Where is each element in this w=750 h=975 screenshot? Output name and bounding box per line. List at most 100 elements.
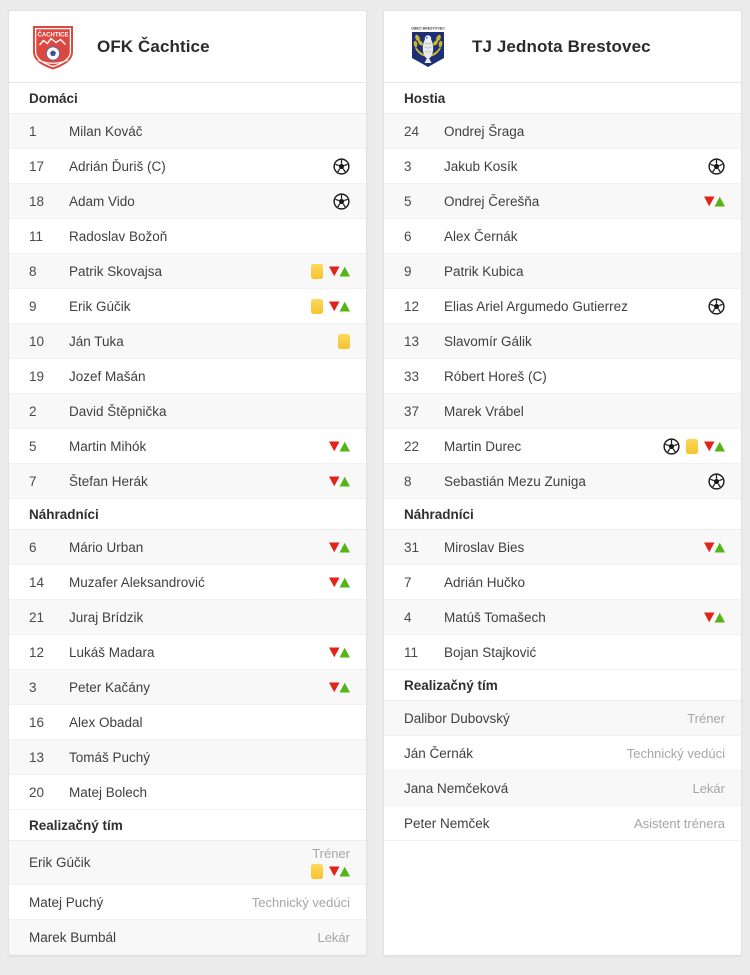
player-row[interactable]: 11 Bojan Stajković [384,635,741,670]
staff-role-block: Technický vedúci [252,895,350,910]
player-row[interactable]: 21 Juraj Brídzik [9,600,366,635]
away-subs-list: 31 Miroslav Bies 7 Adrián Hučko 4 Matúš … [384,530,741,670]
player-icons [708,297,725,315]
goal-ball-icon [333,192,350,210]
team-name-home: OFK Čachtice [97,36,210,56]
player-row[interactable]: 13 Tomáš Puchý [9,740,366,775]
staff-row[interactable]: Marek Bumbál Lekár [9,920,366,955]
player-row[interactable]: 3 Jakub Kosík [384,149,741,184]
player-row[interactable]: 6 Mário Urban [9,530,366,565]
player-row[interactable]: 8 Patrik Skovajsa [9,254,366,289]
staff-row[interactable]: Jana Nemčeková Lekár [384,771,741,806]
section-title-home-staff: Realizačný tím [9,810,366,841]
player-row[interactable]: 2 David Štěpnička [9,394,366,429]
player-row[interactable]: 8 Sebastián Mezu Zuniga [384,464,741,499]
staff-row[interactable]: Dalibor Dubovský Tréner [384,701,741,736]
svg-text:OBEC BRESTOVEC: OBEC BRESTOVEC [411,26,445,30]
player-row[interactable]: 10 Ján Tuka [9,324,366,359]
player-number: 37 [404,403,420,419]
player-icons [663,437,725,455]
player-row[interactable]: 37 Marek Vrábel [384,394,741,429]
player-row[interactable]: 7 Adrián Hučko [384,565,741,600]
player-name: Tomáš Puchý [69,749,151,765]
player-icons [704,196,725,207]
player-number: 7 [404,574,412,590]
staff-role: Technický vedúci [251,894,350,910]
yellow-card-icon [311,298,323,314]
player-row[interactable]: 7 Štefan Herák [9,464,366,499]
goal-ball-icon [708,157,725,175]
substitution-icon [329,577,350,588]
player-row[interactable]: 31 Miroslav Bies [384,530,741,565]
player-number: 8 [404,473,412,489]
substitution-icon [704,542,725,553]
player-name: Sebastián Mezu Zuniga [444,473,586,489]
team-header-home[interactable]: ČACHTICE OFK Čachtice [9,11,366,83]
player-row[interactable]: 12 Lukáš Madara [9,635,366,670]
player-row[interactable]: 22 Martin Durec [384,429,741,464]
player-row[interactable]: 24 Ondrej Šraga [384,114,741,149]
player-icons [338,333,350,349]
staff-name: Marek Bumbál [29,929,117,945]
player-number: 33 [404,368,420,384]
player-number: 12 [29,644,45,660]
player-row[interactable]: 6 Alex Černák [384,219,741,254]
player-icons [704,542,725,553]
player-row[interactable]: 12 Elias Ariel Argumedo Gutierrez [384,289,741,324]
staff-role-block: Lekár [692,781,725,796]
player-number: 5 [29,438,37,454]
player-row[interactable]: 18 Adam Vido [9,184,366,219]
staff-icons [311,864,350,879]
home-starters-list: 1 Milan Kováč 17 Adrián Ďuriš (C) 18 Ada… [9,114,366,499]
player-row[interactable]: 13 Slavomír Gálik [384,324,741,359]
staff-row[interactable]: Peter Nemček Asistent trénera [384,806,741,841]
player-row[interactable]: 20 Matej Bolech [9,775,366,810]
player-row[interactable]: 33 Róbert Horeš (C) [384,359,741,394]
substitution-icon [329,866,350,877]
player-number: 7 [29,473,37,489]
player-row[interactable]: 1 Milan Kováč [9,114,366,149]
player-name: Muzafer Aleksandrović [69,574,205,590]
player-row[interactable]: 11 Radoslav Božoň [9,219,366,254]
player-name: Matej Bolech [69,784,148,800]
player-row[interactable]: 14 Muzafer Aleksandrović [9,565,366,600]
team-card-away: OBEC BRESTOVEC [383,10,742,956]
staff-row[interactable]: Ján Černák Technický vedúci [384,736,741,771]
substitution-icon [329,647,350,658]
player-number: 3 [29,679,37,695]
player-row[interactable]: 5 Ondrej Čerešňa [384,184,741,219]
goal-ball-icon [708,472,725,490]
player-number: 4 [404,609,412,625]
player-name: Ondrej Šraga [444,123,525,139]
substitution-icon [329,441,350,452]
player-name: Alex Černák [444,228,518,244]
section-title-home-subs: Náhradníci [9,499,366,530]
player-name: Radoslav Božoň [69,228,168,244]
player-icons [311,263,350,279]
player-number: 6 [404,228,412,244]
substitution-icon [329,301,350,312]
player-row[interactable]: 9 Patrik Kubica [384,254,741,289]
staff-role: Lekár [692,780,725,796]
player-row[interactable]: 16 Alex Obadal [9,705,366,740]
player-name: David Štěpnička [69,403,167,419]
away-staff-list: Dalibor Dubovský Tréner Ján Černák Techn… [384,701,741,841]
goal-ball-icon [663,437,680,455]
player-row[interactable]: 19 Jozef Mašán [9,359,366,394]
player-name: Slavomír Gálik [444,333,532,349]
yellow-card-icon [311,864,323,879]
player-name: Marek Vrábel [444,403,524,419]
player-row[interactable]: 4 Matúš Tomašech [384,600,741,635]
player-row[interactable]: 5 Martin Mihók [9,429,366,464]
player-row[interactable]: 17 Adrián Ďuriš (C) [9,149,366,184]
staff-row[interactable]: Erik Gúčik Tréner [9,841,366,885]
staff-row[interactable]: Matej Puchý Technický vedúci [9,885,366,920]
player-row[interactable]: 9 Erik Gúčik [9,289,366,324]
team-header-away[interactable]: OBEC BRESTOVEC [384,11,741,83]
player-name: Patrik Kubica [444,263,524,279]
player-icons [329,682,350,693]
yellow-card-icon [338,333,350,349]
player-row[interactable]: 3 Peter Kačány [9,670,366,705]
player-icons [333,157,350,175]
